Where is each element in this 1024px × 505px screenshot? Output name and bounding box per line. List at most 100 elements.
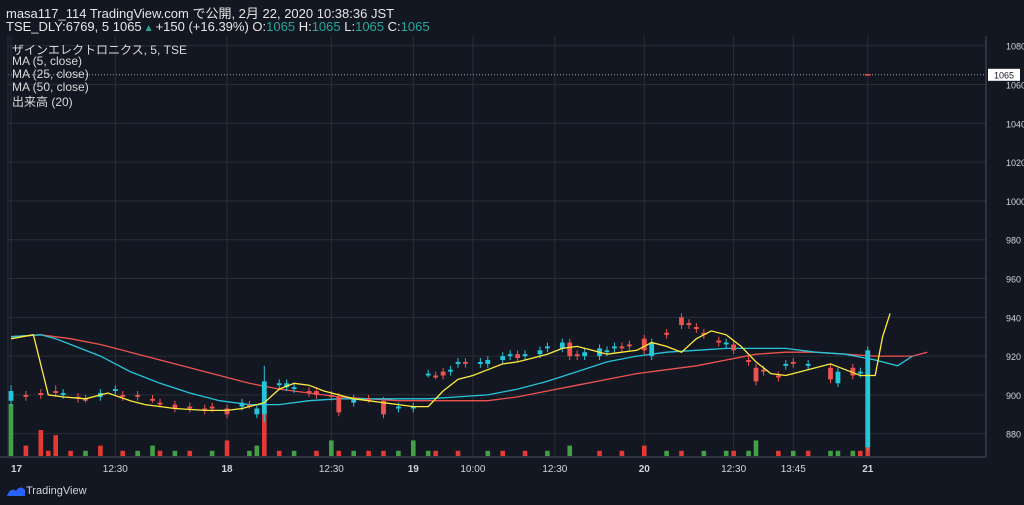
low-value: 1065: [355, 19, 385, 34]
high-value: 1065: [311, 19, 341, 34]
x-tick-label: 13:45: [781, 464, 806, 475]
volume-bar: [23, 445, 29, 456]
candle-body: [686, 323, 692, 326]
candle-body: [723, 342, 729, 345]
volume-bar: [567, 445, 573, 456]
candle-body: [187, 406, 193, 409]
volume-bar: [500, 450, 505, 456]
candle-body: [649, 342, 655, 357]
volume-bar: [38, 430, 44, 456]
tradingview-brand[interactable]: TradingView: [26, 485, 87, 497]
candle-body: [247, 404, 252, 407]
volume-bar: [157, 450, 163, 456]
candle-body: [545, 346, 550, 349]
x-tick-label: 10:00: [460, 464, 485, 475]
candle-body: [291, 387, 297, 390]
chart-area[interactable]: 880 900 920 940 960 980 1000 1020 1040 1060 1080 10…: [0, 36, 1024, 481]
candle-body: [60, 392, 66, 395]
legend-ma5[interactable]: MA (5, close): [12, 54, 83, 68]
candle-body: [559, 342, 565, 349]
candle-body: [254, 408, 260, 415]
open-value: 1065: [266, 19, 296, 34]
y-tick-label: 1060: [1006, 81, 1024, 91]
candle-body: [351, 398, 357, 403]
ma5-line: [10, 313, 891, 412]
price-change: +150 (+16.39%): [155, 19, 249, 34]
candle-body: [284, 383, 290, 388]
volume-bar: [776, 450, 781, 456]
volume-bar: [150, 445, 155, 456]
volume-bar: [679, 450, 684, 456]
volume-bar: [641, 445, 647, 456]
candle-body: [440, 371, 446, 376]
volume-bar: [187, 450, 193, 456]
volume-bar: [425, 450, 431, 456]
x-tick-label: 17: [11, 464, 23, 475]
candle-body: [582, 352, 588, 357]
candle-body: [433, 375, 439, 378]
candle-body: [716, 340, 722, 343]
volume-bar: [455, 450, 461, 456]
volume-bar: [545, 450, 550, 456]
volume-bar: [336, 450, 342, 456]
x-tick-label: 12:30: [103, 464, 128, 475]
candle-body: [500, 356, 506, 360]
candle-body: [8, 391, 14, 401]
y-tick-label: 880: [1006, 430, 1021, 440]
volume-bar: [664, 450, 669, 456]
candle-body: [828, 367, 833, 380]
candle-body: [336, 396, 342, 413]
candle-body: [172, 404, 178, 409]
candle-body: [604, 350, 610, 353]
candle-body: [485, 359, 491, 364]
volume-bar: [790, 450, 796, 456]
ma50-line: [10, 334, 928, 402]
x-tick-label: 12:30: [721, 464, 746, 475]
volume-bar: [209, 450, 215, 456]
legend-ma50[interactable]: MA (50, close): [12, 80, 89, 94]
candlestick-chart[interactable]: 880 900 920 940 960 980 1000 1020 1040 1060 1080 10…: [0, 36, 1024, 481]
x-tick-label: 18: [221, 464, 233, 475]
tradingview-logo-icon[interactable]: [6, 484, 26, 498]
volume-bar: [98, 445, 103, 456]
candle-body: [150, 398, 155, 401]
candle-body: [209, 406, 215, 409]
candle-body: [448, 369, 453, 372]
candle-body: [157, 402, 163, 405]
up-arrow-icon: ▲: [143, 23, 154, 34]
legend-volume[interactable]: 出来高 (20): [12, 95, 73, 109]
candle-body: [619, 346, 625, 349]
last-price: 1065: [112, 19, 142, 34]
volume-bar: [224, 440, 230, 456]
volume-bar: [723, 450, 729, 456]
candle-body: [761, 369, 766, 372]
volume-bar: [351, 450, 356, 456]
volume-bar: [701, 450, 707, 456]
candle-body: [612, 346, 617, 349]
candle-body: [641, 338, 647, 351]
y-tick-label: 900: [1006, 391, 1021, 401]
legend-title: ザインエレクトロニクス, 5, TSE: [12, 43, 187, 57]
candle-body: [38, 392, 44, 395]
price-label-box: [988, 68, 1020, 81]
symbol-label: TSE_DLY:6769, 5: [6, 19, 110, 34]
close-value: 1065: [400, 19, 430, 34]
candle-body: [425, 373, 431, 376]
candle-body: [381, 400, 386, 415]
volume-bar: [276, 450, 282, 456]
volume-bar: [835, 450, 841, 456]
candle-body: [410, 406, 416, 409]
candle-body: [276, 383, 282, 386]
candle-body: [477, 361, 483, 364]
footer: [0, 481, 1024, 505]
volume-bar: [850, 450, 856, 456]
candle-body: [83, 398, 88, 401]
volume-bar: [396, 450, 401, 456]
candle-body: [805, 363, 811, 366]
candle-body: [396, 406, 401, 409]
candle-body: [120, 394, 126, 397]
legend-ma25[interactable]: MA (25, close): [12, 67, 89, 81]
candle-body: [261, 381, 267, 415]
volume-bar: [291, 450, 297, 456]
candle-body: [679, 317, 684, 326]
